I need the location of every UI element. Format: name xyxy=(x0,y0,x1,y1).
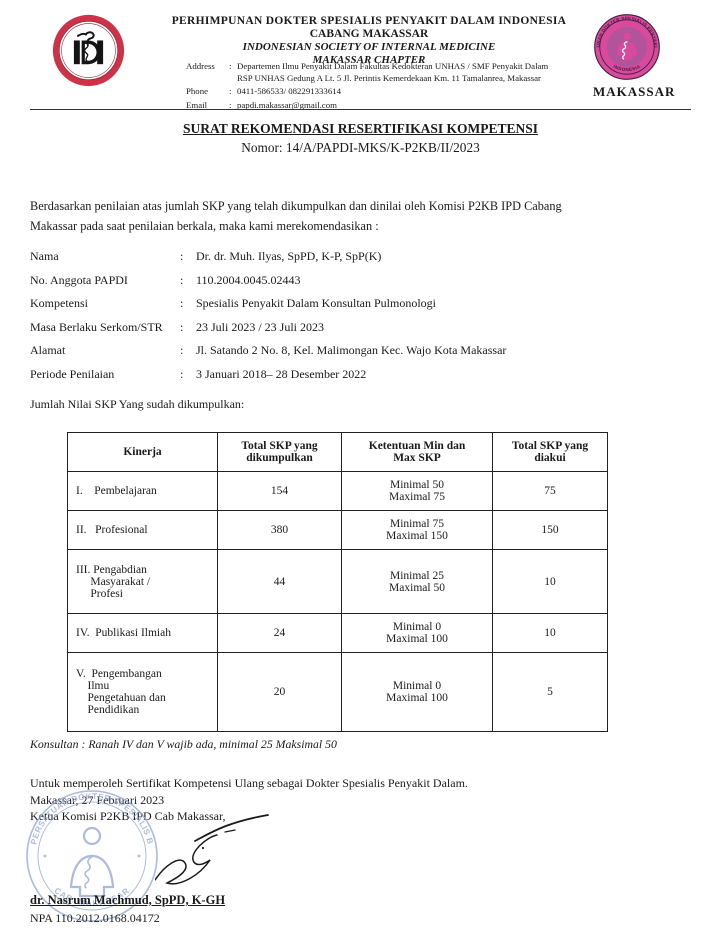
svg-text:PERSATUAN DOKTER SPESIALIS B: PERSATUAN DOKTER SPESIALIS B xyxy=(28,791,156,846)
